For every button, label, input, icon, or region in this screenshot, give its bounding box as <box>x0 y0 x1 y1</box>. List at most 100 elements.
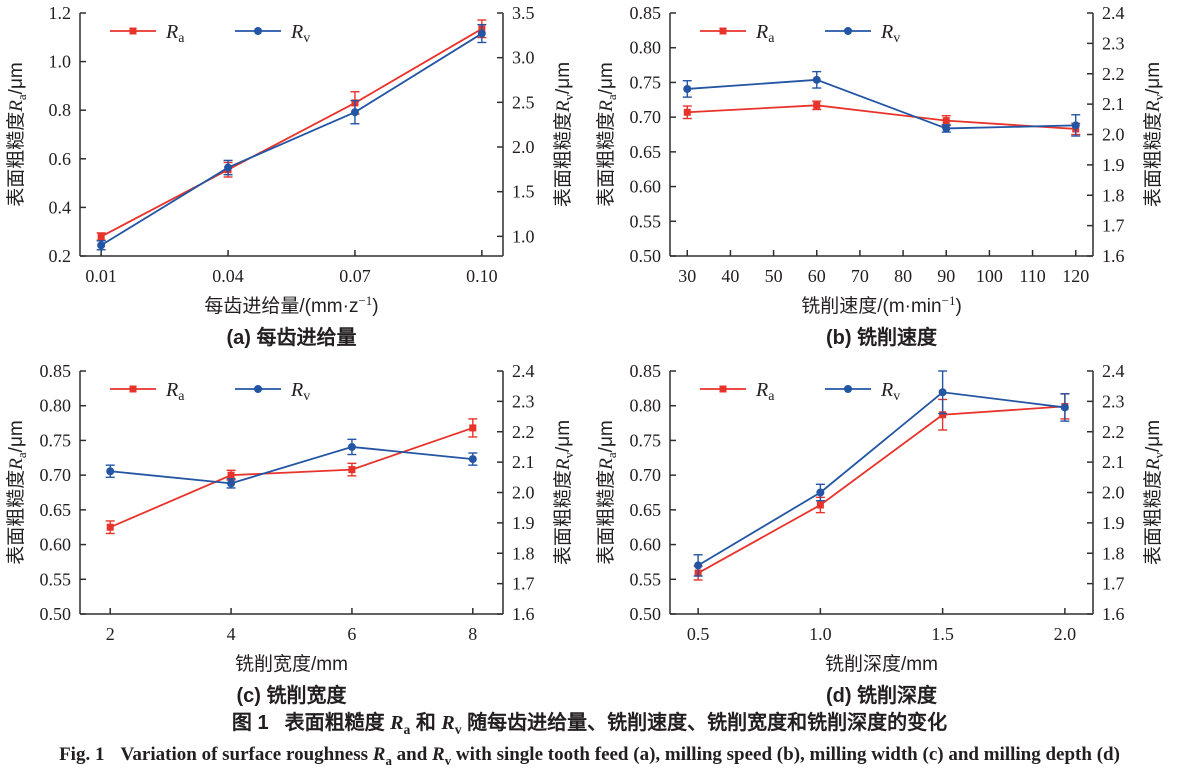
legend-rv-label: Rv <box>880 379 900 404</box>
right-tick-label: 1.9 <box>1102 155 1125 175</box>
right-tick-label: 2.3 <box>512 391 535 411</box>
rv-marker <box>468 455 477 464</box>
y-axis-title-left: 表面粗糙度Ra/μm <box>5 62 29 206</box>
rv-marker <box>477 29 486 38</box>
right-tick-label: 2.2 <box>1102 422 1125 442</box>
ra-symbol: R <box>390 712 404 734</box>
right-tick-label: 1.7 <box>512 574 535 594</box>
right-tick-label: 1.6 <box>512 604 535 624</box>
rv-marker <box>816 488 825 497</box>
right-tick-label: 2.1 <box>1102 94 1125 114</box>
rv-marker <box>347 442 356 451</box>
left-tick-label: 0.8 <box>49 100 72 120</box>
series-rv <box>105 438 478 489</box>
y-axis-title-left: 表面粗糙度Ra/μm <box>595 420 619 564</box>
caption-en-p2: with single tooth feed (a), milling spee… <box>451 744 1120 765</box>
legend-ra-label: Ra <box>755 21 775 46</box>
rv-symbol-en: R <box>432 744 445 765</box>
y-axis-title-right: 表面粗糙度Rv/μm <box>552 62 576 207</box>
chart-a: 0.2 0.4 0.6 0.8 1.0 1.2 1.0 1.5 2.0 2.5 3.0 3.5 0.01… <box>0 0 589 357</box>
x-tick-label: 0.07 <box>339 266 371 286</box>
axes <box>79 12 504 257</box>
x-tick-label: 60 <box>808 266 826 286</box>
legend-rv-label: Rv <box>290 379 310 404</box>
legend-rv-marker <box>844 385 852 393</box>
x-tick-label: 1.5 <box>931 624 954 644</box>
left-tick-label: 0.80 <box>630 38 662 58</box>
left-tick-label: 0.6 <box>49 149 72 169</box>
right-tick-label: 1.9 <box>1102 513 1125 533</box>
rv-marker <box>106 467 115 476</box>
caption-en-p1: Variation of surface roughness <box>120 744 373 765</box>
subplot-caption: (b) 铣削速度 <box>826 325 938 349</box>
axes <box>669 12 1094 257</box>
ra-marker <box>97 233 105 241</box>
legend: Ra Rv <box>110 21 310 46</box>
rv-marker <box>694 561 703 570</box>
rv-marker <box>227 479 236 488</box>
right-tick-label: 2.0 <box>512 483 535 503</box>
x-tick-label: 120 <box>1062 266 1089 286</box>
ra-marker <box>469 424 477 432</box>
right-tick-label: 2.4 <box>1102 3 1125 23</box>
left-tick-label: 0.50 <box>630 604 662 624</box>
chart-c-svg: 0.50 0.55 0.60 0.65 0.70 0.75 0.80 0.85 1.6 1.7 1.… <box>5 361 576 707</box>
series-ra <box>96 19 487 241</box>
left-tick-label: 0.60 <box>630 177 662 197</box>
series-rv <box>693 370 1070 577</box>
left-tick-label: 0.85 <box>630 3 662 23</box>
left-tick-label: 0.85 <box>630 361 662 381</box>
right-tick-label: 2.0 <box>1102 483 1125 503</box>
subplot-caption: (c) 铣削宽度 <box>237 683 348 707</box>
chart-a-svg: 0.2 0.4 0.6 0.8 1.0 1.2 1.0 1.5 2.0 2.5 3.0 3.5 0.01… <box>5 3 576 349</box>
legend-ra-label: Ra <box>165 21 185 46</box>
right-tick-label: 1.0 <box>512 226 535 246</box>
rv-marker <box>1071 121 1080 130</box>
left-tick-label: 0.75 <box>630 72 662 92</box>
legend-ra-marker <box>719 385 727 393</box>
chart-c: 0.50 0.55 0.60 0.65 0.70 0.75 0.80 0.85 1.6 1.7 1.… <box>0 358 589 715</box>
caption-en-mid: and <box>391 744 433 765</box>
right-tick-label: 1.8 <box>512 543 535 563</box>
ra-marker <box>813 101 821 109</box>
rv-marker <box>938 388 947 397</box>
legend: Ra Rv <box>700 21 900 46</box>
y-axis-title-right: 表面粗糙度Rv/μm <box>552 420 576 565</box>
x-tick-label: 4 <box>227 624 236 644</box>
right-tick-label: 2.4 <box>512 361 535 381</box>
right-tick-label: 3.0 <box>512 48 535 68</box>
ra-symbol-en: R <box>372 744 386 765</box>
rv-marker <box>683 84 692 93</box>
legend-rv-label: Rv <box>880 21 900 46</box>
ra-subscript: a <box>403 722 411 737</box>
right-tick-label: 1.5 <box>512 182 535 202</box>
ra-marker <box>227 471 235 479</box>
left-tick-label: 0.70 <box>630 107 662 127</box>
left-tick-label: 0.80 <box>40 396 72 416</box>
caption-cn-p1: 表面粗糙度 <box>284 712 391 734</box>
caption-cn-p2: 随每齿进给量、铣削速度、铣削宽度和铣削深度的变化 <box>461 712 948 734</box>
series-ra <box>693 393 1070 581</box>
rv-marker <box>350 108 359 117</box>
x-tick-label: 8 <box>468 624 477 644</box>
rv-marker <box>942 124 951 133</box>
caption-cn-mid: 和 <box>410 712 442 734</box>
x-tick-label: 30 <box>678 266 696 286</box>
x-tick-label: 80 <box>894 266 912 286</box>
x-tick-label: 0.01 <box>85 266 117 286</box>
right-tick-label: 2.0 <box>512 137 535 157</box>
right-tick-label: 2.2 <box>512 422 535 442</box>
rv-subscript: v <box>454 722 462 737</box>
axes <box>669 370 1094 615</box>
figure-caption-en: Fig. 1 Variation of surface roughness Ra … <box>0 744 1179 769</box>
ra-marker <box>683 108 691 116</box>
y-axis-title-left: 表面粗糙度Ra/μm <box>5 420 29 564</box>
right-tick-label: 2.3 <box>1102 391 1125 411</box>
left-tick-label: 0.60 <box>630 535 662 555</box>
legend-ra-marker <box>719 27 727 35</box>
left-tick-label: 0.65 <box>630 142 662 162</box>
x-tick-label: 110 <box>1019 266 1045 286</box>
legend-rv-label: Rv <box>290 21 310 46</box>
series-rv <box>682 70 1081 137</box>
